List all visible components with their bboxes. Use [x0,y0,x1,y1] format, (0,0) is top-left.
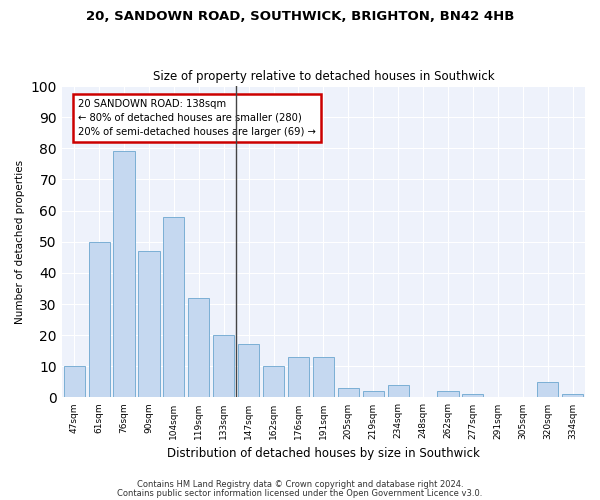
Text: Contains HM Land Registry data © Crown copyright and database right 2024.: Contains HM Land Registry data © Crown c… [137,480,463,489]
Bar [213,335,235,398]
Bar [263,366,284,398]
Bar [388,385,409,398]
Text: Contains public sector information licensed under the Open Government Licence v3: Contains public sector information licen… [118,488,482,498]
Y-axis label: Number of detached properties: Number of detached properties [15,160,25,324]
Bar [163,217,184,398]
Bar [462,394,484,398]
Title: Size of property relative to detached houses in Southwick: Size of property relative to detached ho… [152,70,494,84]
Bar [113,152,134,398]
Bar [313,357,334,398]
Bar [288,357,309,398]
Bar [89,242,110,398]
Bar [362,391,384,398]
Bar [437,391,458,398]
Bar [188,298,209,398]
Bar [338,388,359,398]
Bar [537,382,558,398]
X-axis label: Distribution of detached houses by size in Southwick: Distribution of detached houses by size … [167,447,480,460]
Bar [64,366,85,398]
Bar [562,394,583,398]
Bar [238,344,259,398]
Text: 20, SANDOWN ROAD, SOUTHWICK, BRIGHTON, BN42 4HB: 20, SANDOWN ROAD, SOUTHWICK, BRIGHTON, B… [86,10,514,23]
Bar [139,251,160,398]
Text: 20 SANDOWN ROAD: 138sqm
← 80% of detached houses are smaller (280)
20% of semi-d: 20 SANDOWN ROAD: 138sqm ← 80% of detache… [78,98,316,136]
